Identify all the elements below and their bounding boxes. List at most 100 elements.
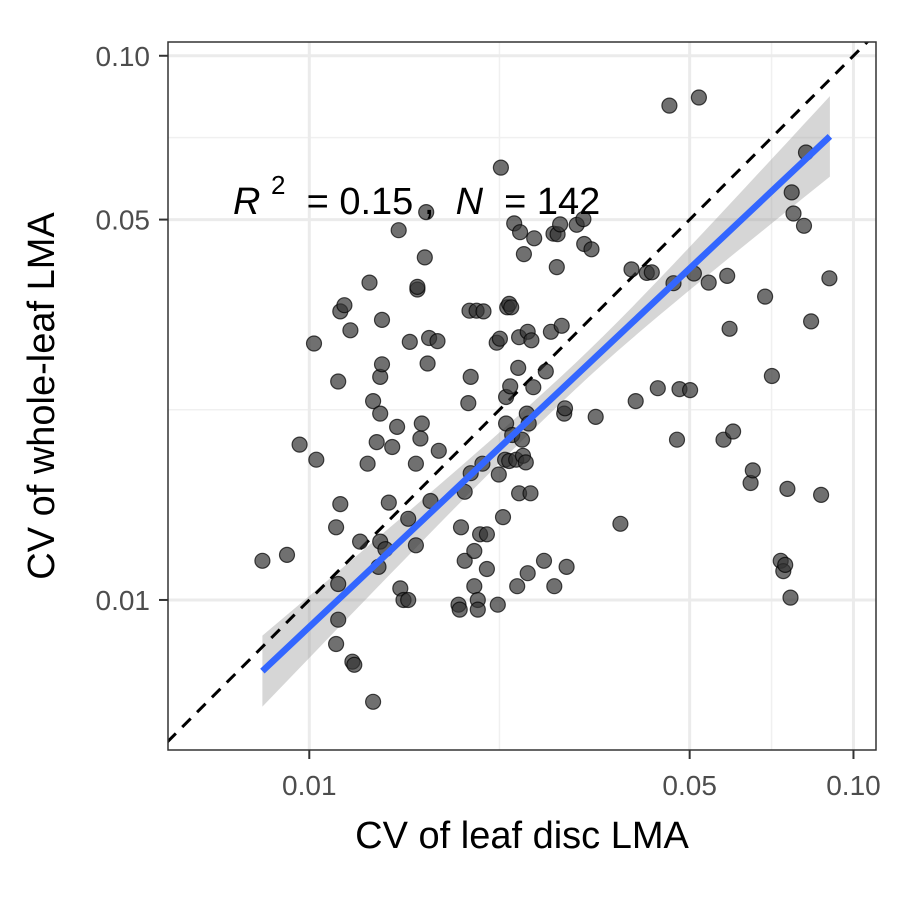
data-point [368,434,385,451]
x-tick-label: 0.01 [282,770,337,801]
data-point [419,355,436,372]
data-point [407,537,424,554]
data-point [537,363,554,380]
data-point [511,224,529,241]
data-point [342,322,359,339]
data-point [612,515,629,532]
data-point [509,578,526,595]
data-point [756,288,774,305]
plot-area [168,42,870,744]
data-point [328,635,345,653]
data-point [494,508,512,526]
data-point [551,216,569,233]
data-point [513,431,531,448]
data-point [522,485,539,502]
data-point [330,575,347,593]
data-point [416,249,433,266]
data-point [305,335,323,352]
data-point [779,480,796,497]
data-point [430,442,447,459]
data-point [412,430,429,447]
data-point [372,405,389,422]
data-point [452,519,470,536]
panel-border [167,41,877,751]
data-point [365,693,382,710]
data-point [812,486,830,503]
data-point [719,267,736,284]
data-point [721,320,738,337]
data-point [384,438,401,456]
data-point [553,317,570,334]
data-point [254,552,271,569]
data-point [526,230,543,247]
data-point [462,368,479,385]
grid [168,42,876,750]
data-point [785,205,802,222]
data-point [429,333,446,350]
data-point [575,211,592,228]
y-tick-label: 0.10 [96,41,151,72]
data-point [478,560,495,578]
n-symbol: N [456,181,484,223]
data-point [330,611,347,628]
data-point [821,270,838,287]
data-point [489,596,506,613]
identity-line [168,42,870,744]
y-axis-title: CV of whole-leaf LMA [21,212,63,580]
data-point [583,241,600,258]
y-tick-label: 0.05 [96,205,151,236]
data-point [460,395,477,412]
data-point [466,542,483,560]
data-point [587,408,604,425]
data-point [466,578,483,595]
data-point [623,261,640,278]
r-value: = 0.15 , [296,181,445,223]
fit-line [260,134,833,674]
data-point [478,526,495,543]
data-point [661,97,678,114]
data-point [523,332,540,349]
n-value: = 142 [494,181,601,223]
data-point [359,455,376,472]
data-point [475,303,492,320]
data-point [456,552,473,569]
data-point [418,204,435,221]
data-point [330,373,347,390]
data-point [643,264,660,281]
data-point [451,601,468,618]
data-point [469,601,486,618]
data-point [389,418,406,435]
data-point [373,311,391,328]
data-point [390,222,407,239]
data-point [365,393,382,410]
data-point [490,466,507,483]
data-point [491,330,508,347]
data-point [517,454,534,471]
data-point [510,359,527,376]
data-point [744,462,761,479]
data-point [278,546,296,564]
x-axis-title: CV of leaf disc LMA [355,815,689,857]
data-point [535,552,553,569]
data-point [380,494,397,511]
data-point [649,380,666,397]
data-point [352,533,369,550]
r-exponent: 2 [271,170,285,200]
data-point [777,556,794,574]
data-point [308,451,325,468]
data-point [373,356,391,373]
data-point [724,423,742,440]
data-point [763,367,781,385]
data-point [548,259,565,276]
data-point [782,589,799,606]
data-point [681,382,699,399]
data-point [400,591,417,609]
data-point [401,333,418,350]
data-point [336,297,353,314]
data-point [802,313,820,330]
r-symbol: R [233,181,260,223]
data-point [407,455,424,472]
axes: 0.01 0.05 0.10 0.01 0.05 0.10 [96,41,881,801]
data-point [700,274,717,291]
